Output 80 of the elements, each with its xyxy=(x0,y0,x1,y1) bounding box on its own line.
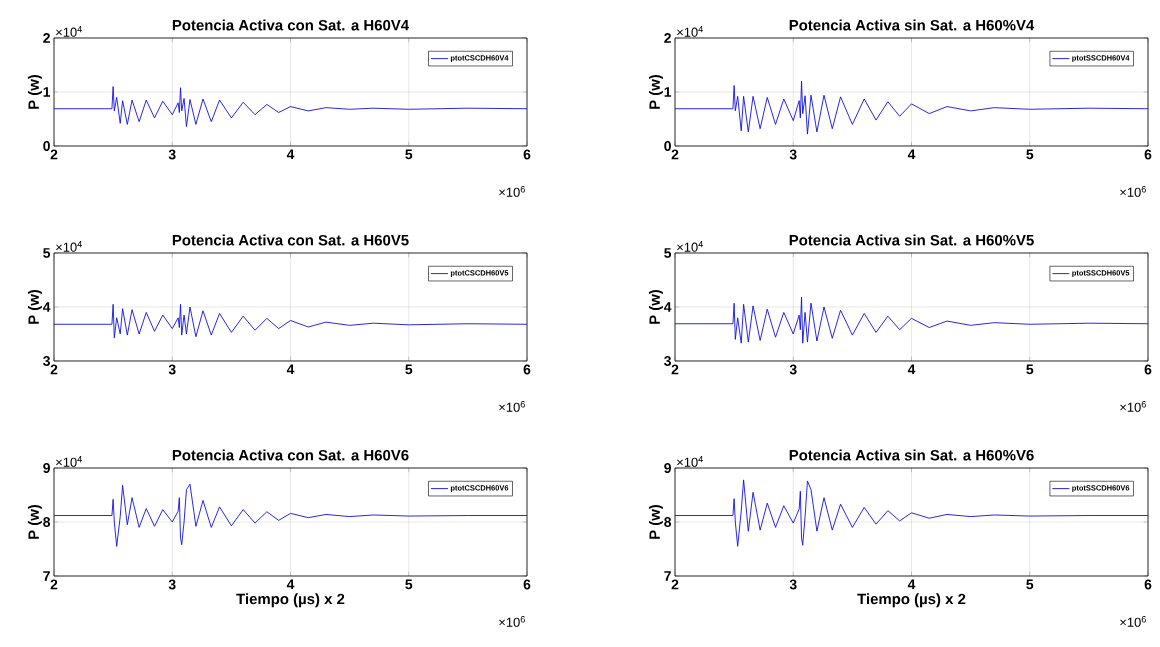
x-tick-label: 2 xyxy=(50,364,58,375)
x-tick-label: 4 xyxy=(286,364,295,375)
x-tick-label: 6 xyxy=(1144,149,1152,160)
y-axis-title: P (w) xyxy=(27,74,42,109)
y-tick-label: 3 xyxy=(664,356,671,366)
y-tick-label: 9 xyxy=(664,463,671,473)
text: ×10$^{4}$ xyxy=(56,241,82,252)
text: ×10$^{4}$ xyxy=(677,456,703,467)
y-tick-label: 1 xyxy=(664,87,672,97)
x-tick-label: 4 xyxy=(286,579,295,590)
y-tick-label: 5 xyxy=(43,248,51,258)
text: ×10$^{4}$ xyxy=(677,26,703,37)
x-tick-label: 4 xyxy=(907,364,916,375)
x-tick-label: 2 xyxy=(50,579,58,590)
text: ×10$^{6}$ xyxy=(499,401,525,412)
x-tick-label: 6 xyxy=(1144,579,1152,590)
x-tick-label: 2 xyxy=(671,149,679,160)
line-series xyxy=(54,86,527,127)
x-tick-label: 5 xyxy=(1026,364,1034,375)
x-tick-label: 5 xyxy=(405,149,413,160)
x-tick-label: 5 xyxy=(1026,579,1034,590)
line-series xyxy=(675,80,1149,135)
x-tick-label: 2 xyxy=(50,149,58,160)
y-tick-label: 2 xyxy=(43,33,50,43)
x-tick-label: 5 xyxy=(1026,149,1034,160)
y-tick-label: 2 xyxy=(664,33,671,43)
y-axis-title: P (w) xyxy=(27,289,42,324)
chart-title: Potencia Activa sin Sat. a H60%V4 xyxy=(789,19,1035,31)
chart-title: Potencia Activa con Sat. a H60V4 xyxy=(172,19,410,31)
x-tick-label: 3 xyxy=(789,364,797,375)
y-axis-title: P (w) xyxy=(27,504,42,539)
y-tick-label: 7 xyxy=(664,571,671,581)
chart-title: Potencia Activa con Sat. a H60V6 xyxy=(172,449,409,461)
y-tick-label: 4 xyxy=(663,302,672,312)
y-tick-label: 0 xyxy=(664,141,671,151)
y-tick-label: 8 xyxy=(664,517,672,527)
y-tick-label: 4 xyxy=(42,302,51,312)
y-axis-title: P (w) xyxy=(648,289,663,324)
x-axis-title: Tiempo (µs) x 2 xyxy=(857,593,966,608)
text: ×10$^{6}$ xyxy=(1120,186,1146,197)
line-series xyxy=(54,483,527,547)
line-series xyxy=(54,303,527,339)
x-tick-label: 4 xyxy=(907,579,916,590)
x-tick-label: 3 xyxy=(789,149,797,160)
chart-title: Potencia Activa sin Sat. a H60%V6 xyxy=(789,449,1034,461)
x-tick-label: 5 xyxy=(405,364,413,375)
line-series xyxy=(675,479,1149,547)
x-tick-label: 2 xyxy=(671,364,679,375)
text: ×10$^{4}$ xyxy=(56,456,82,467)
x-tick-label: 2 xyxy=(671,579,679,590)
text: ×10$^{4}$ xyxy=(677,241,703,252)
x-tick-label: 6 xyxy=(523,579,531,590)
x-tick-label: 4 xyxy=(286,149,295,160)
x-tick-label: 3 xyxy=(168,149,176,160)
x-tick-label: 3 xyxy=(168,579,176,590)
x-axis-title: Tiempo (µs) x 2 xyxy=(236,593,345,608)
x-tick-label: 6 xyxy=(523,364,531,375)
text: ×10$^{6}$ xyxy=(1120,401,1146,412)
y-axis-title: P (w) xyxy=(648,74,663,109)
y-tick-label: 1 xyxy=(43,87,51,97)
text: ×10$^{6}$ xyxy=(499,616,525,627)
x-tick-label: 6 xyxy=(523,149,531,160)
chart-title: Potencia Activa sin Sat. a H60%V5 xyxy=(789,234,1034,246)
y-tick-label: 8 xyxy=(43,517,51,527)
text: ×10$^{6}$ xyxy=(499,186,525,197)
line-series xyxy=(675,296,1149,344)
x-tick-label: 6 xyxy=(1144,364,1152,375)
chart-title: Potencia Activa con Sat. a H60V5 xyxy=(172,234,409,246)
x-tick-label: 3 xyxy=(789,579,797,590)
text: ×10$^{6}$ xyxy=(1120,616,1146,627)
y-tick-label: 5 xyxy=(664,248,672,258)
y-tick-label: 3 xyxy=(43,356,50,366)
text: ×10$^{4}$ xyxy=(56,26,82,37)
y-tick-label: 0 xyxy=(43,141,50,151)
y-tick-label: 9 xyxy=(43,463,50,473)
y-tick-label: 7 xyxy=(43,571,50,581)
x-tick-label: 5 xyxy=(405,579,413,590)
x-tick-label: 3 xyxy=(168,364,176,375)
y-axis-title: P (w) xyxy=(648,504,663,539)
x-tick-label: 4 xyxy=(907,149,916,160)
